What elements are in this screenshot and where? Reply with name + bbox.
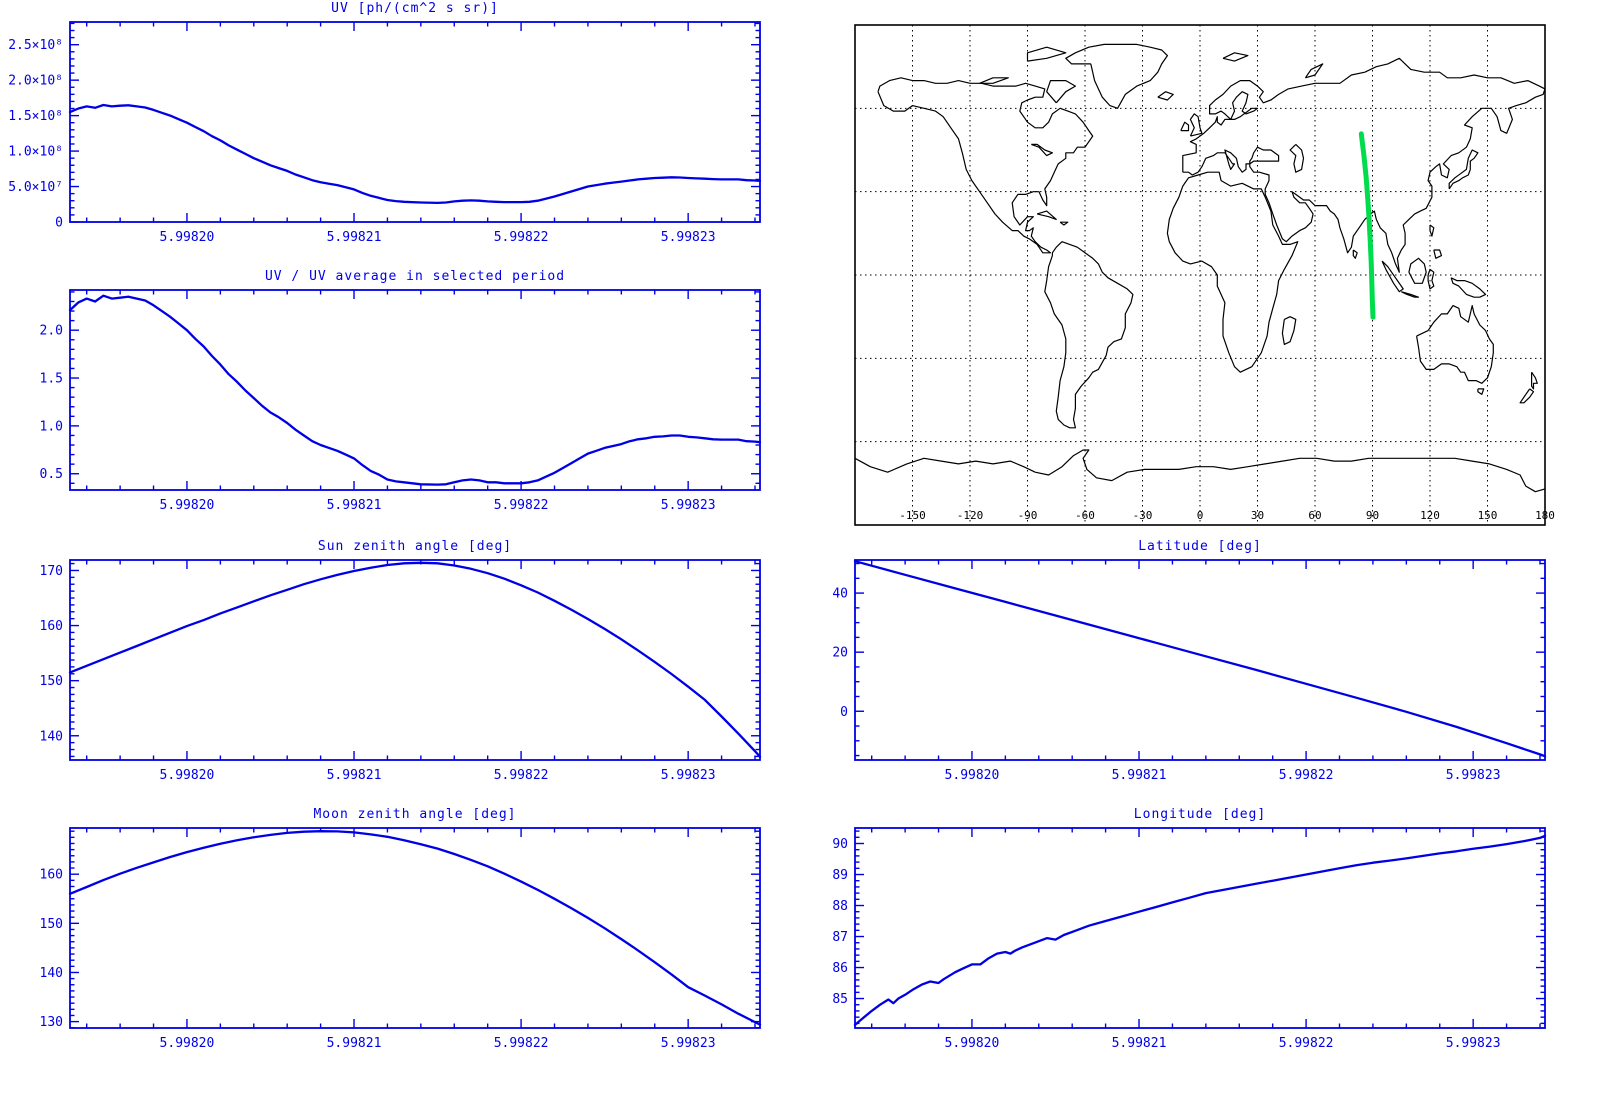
svg-text:5.99820: 5.99820 [160,230,215,245]
uv-ratio-chart: 5.99820 5.99821 5.99822 5.99823 0.5 1.0 1.5 2.0 [40,289,762,513]
latitude-chart-data-line [853,560,1547,758]
map-longitude-labels: -150 -120 -90 -60 -30 0 30 60 90 120 150 180 [899,509,1555,522]
svg-text:5.99821: 5.99821 [1112,768,1167,783]
svg-text:5.99820: 5.99820 [160,1036,215,1051]
svg-text:150: 150 [1478,509,1498,522]
uv-ratio-chart-ticks [70,290,760,490]
svg-text:130: 130 [40,1015,63,1030]
svg-text:88: 88 [832,899,848,914]
svg-text:5.99821: 5.99821 [327,1036,382,1051]
sun-zenith-chart-axis-labels: 5.99820 5.99821 5.99822 5.99823 140 150 160 170 [40,564,716,783]
uv-ratio-chart-data-line [68,294,762,486]
svg-text:170: 170 [40,564,63,579]
svg-text:2.5×10⁸: 2.5×10⁸ [8,38,63,53]
svg-text:160: 160 [40,868,63,883]
longitude-chart-title: Longitude [deg] [1133,807,1267,822]
svg-text:5.99821: 5.99821 [327,498,382,513]
sun-zenith-chart-ticks [70,560,760,760]
uv-chart: 5.99820 5.99821 5.99822 5.99823 0 5.0×10⁷ 1.0×… [8,21,762,245]
svg-text:5.99821: 5.99821 [327,768,382,783]
svg-text:5.99823: 5.99823 [661,768,716,783]
svg-text:90: 90 [1366,509,1379,522]
svg-text:86: 86 [832,961,848,976]
svg-text:-150: -150 [899,509,926,522]
latitude-chart-ticks [855,560,1545,760]
svg-text:60: 60 [1308,509,1321,522]
map-coastlines [854,43,1546,493]
longitude-chart-data-line [853,834,1547,1027]
moon-zenith-chart-data-line [68,830,762,1026]
svg-text:2.0: 2.0 [40,324,63,339]
svg-text:0: 0 [1197,509,1204,522]
sun-zenith-chart-data-line [68,561,762,758]
uv-ratio-chart-title: UV / UV average in selected period [264,269,566,284]
map-grid [855,25,1545,525]
moon-zenith-chart: 5.99820 5.99821 5.99822 5.99823 130 140 150 160 [40,827,762,1051]
svg-text:89: 89 [832,868,848,883]
svg-text:5.0×10⁷: 5.0×10⁷ [8,180,63,195]
svg-text:5.99822: 5.99822 [494,768,549,783]
svg-text:5.99820: 5.99820 [945,1036,1000,1051]
svg-text:5.99822: 5.99822 [1279,768,1334,783]
world-map: -150 -120 -90 -60 -30 0 30 60 90 120 150 180 [854,24,1555,526]
sun-zenith-chart-title: Sun zenith angle [deg] [317,539,513,554]
svg-text:-90: -90 [1018,509,1038,522]
uv-chart-ticks [70,22,760,223]
svg-text:5.99820: 5.99820 [945,768,1000,783]
uv-chart-title: UV [ph/(cm^2 s sr)] [331,1,499,16]
uv-chart-axis-labels: 5.99820 5.99821 5.99822 5.99823 0 5.0×10⁷ 1.0×… [8,38,715,245]
longitude-chart-axis-labels: 5.99820 5.99821 5.99822 5.99823 85 86 87 88 89 90 [832,837,1500,1051]
longitude-chart-ticks [855,828,1545,1028]
svg-text:160: 160 [40,619,63,634]
longitude-chart: 5.99820 5.99821 5.99822 5.99823 85 86 87 88 89 90 [832,827,1547,1051]
svg-text:5.99820: 5.99820 [160,768,215,783]
svg-text:87: 87 [832,930,848,945]
svg-text:0.5: 0.5 [40,467,63,482]
svg-text:0: 0 [840,705,848,720]
svg-text:5.99821: 5.99821 [1112,1036,1167,1051]
svg-text:5.99823: 5.99823 [1446,1036,1501,1051]
svg-text:5.99822: 5.99822 [494,230,549,245]
svg-text:140: 140 [40,729,63,744]
svg-text:1.5: 1.5 [40,372,63,387]
svg-text:1.0: 1.0 [40,419,63,434]
satellite-ground-track [1358,131,1376,320]
latitude-chart-axis-labels: 5.99820 5.99821 5.99822 5.99823 0 20 40 [832,587,1500,783]
svg-text:-30: -30 [1133,509,1153,522]
moon-zenith-chart-ticks [70,828,760,1029]
latitude-chart: 5.99820 5.99821 5.99822 5.99823 0 20 40 [832,559,1547,783]
svg-text:90: 90 [832,837,848,852]
svg-text:1.5×10⁸: 1.5×10⁸ [8,109,63,124]
svg-text:5.99822: 5.99822 [494,1036,549,1051]
svg-text:5.99823: 5.99823 [1446,768,1501,783]
svg-text:5.99823: 5.99823 [661,498,716,513]
svg-text:5.99823: 5.99823 [661,1036,716,1051]
svg-text:5.99822: 5.99822 [494,498,549,513]
svg-text:40: 40 [832,587,848,602]
svg-text:120: 120 [1420,509,1440,522]
svg-text:150: 150 [40,674,63,689]
svg-text:85: 85 [832,992,848,1007]
svg-text:-120: -120 [957,509,984,522]
svg-text:20: 20 [832,646,848,661]
svg-text:5.99822: 5.99822 [1279,1036,1334,1051]
svg-text:-60: -60 [1075,509,1095,522]
svg-text:5.99823: 5.99823 [661,230,716,245]
svg-text:5.99820: 5.99820 [160,498,215,513]
uv-chart-data-line [68,103,762,205]
moon-zenith-chart-title: Moon zenith angle [deg] [313,807,517,822]
svg-text:1.0×10⁸: 1.0×10⁸ [8,145,63,160]
uv-ratio-chart-axis-labels: 5.99820 5.99821 5.99822 5.99823 0.5 1.0 1.5 2.0 [40,324,716,513]
sun-zenith-chart: 5.99820 5.99821 5.99822 5.99823 140 150 160 170 [40,559,762,783]
svg-text:150: 150 [40,917,63,932]
svg-text:140: 140 [40,966,63,981]
svg-text:5.99821: 5.99821 [327,230,382,245]
svg-text:2.0×10⁸: 2.0×10⁸ [8,74,63,89]
moon-zenith-chart-axis-labels: 5.99820 5.99821 5.99822 5.99823 130 140 150 160 [40,868,716,1051]
latitude-chart-title: Latitude [deg] [1138,539,1262,554]
svg-text:0: 0 [55,216,63,231]
svg-text:30: 30 [1251,509,1264,522]
